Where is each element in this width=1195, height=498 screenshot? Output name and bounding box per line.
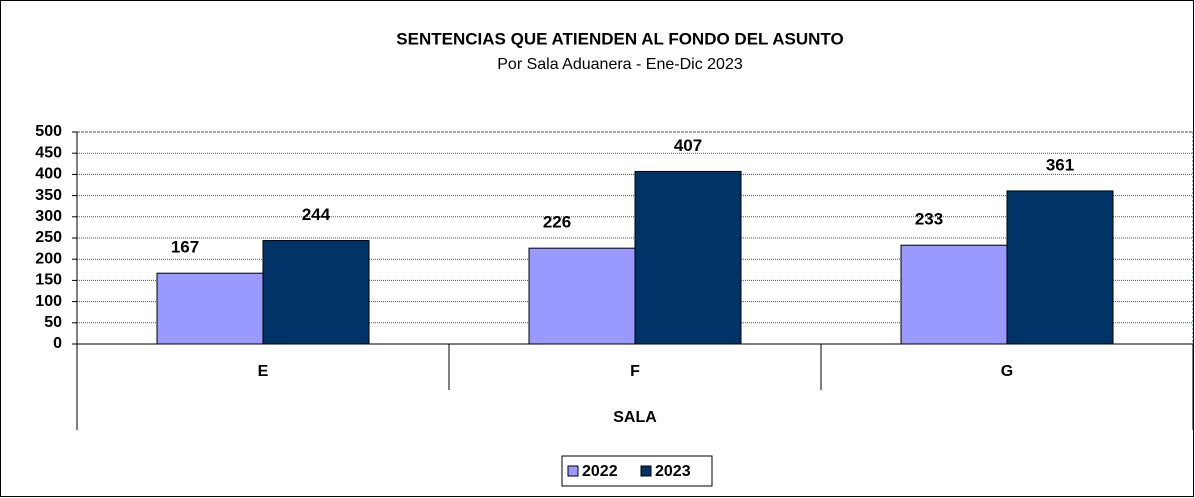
data-label: 167: [171, 238, 199, 257]
y-tick-label: 0: [53, 335, 62, 352]
x-tick-label: G: [1001, 363, 1013, 380]
bar: [528, 247, 636, 345]
y-tick-label: 150: [35, 272, 62, 289]
x-tick-label: F: [630, 363, 640, 380]
x-axis-label: SALA: [613, 409, 657, 426]
bar: [1006, 190, 1114, 345]
bar: [900, 244, 1008, 345]
x-tick-label: E: [258, 363, 269, 380]
bar: [262, 240, 370, 345]
y-tick-label: 400: [35, 166, 62, 183]
y-tick-label: 250: [35, 229, 62, 246]
chart-subtitle: Por Sala Aduanera - Ene-Dic 2023: [497, 56, 743, 73]
chart-title: SENTENCIAS QUE ATIENDEN AL FONDO DEL ASU…: [396, 29, 843, 48]
data-label: 233: [915, 210, 943, 229]
y-tick-label: 450: [35, 144, 62, 161]
legend-label: 2022: [582, 463, 618, 480]
data-label: 361: [1046, 155, 1074, 174]
legend-swatch: [640, 465, 652, 477]
legend-label: 2023: [655, 463, 691, 480]
y-tick-label: 500: [35, 123, 62, 140]
y-tick-label: 50: [44, 314, 62, 331]
data-label: 244: [302, 205, 331, 224]
data-label: 226: [543, 213, 571, 232]
y-tick-label: 300: [35, 208, 62, 225]
bar: [634, 170, 742, 345]
legend-box: [561, 455, 713, 487]
data-label: 407: [674, 136, 702, 155]
legend-swatch: [567, 465, 579, 477]
y-tick-label: 350: [35, 187, 62, 204]
y-tick-label: 200: [35, 250, 62, 267]
bar: [156, 272, 264, 345]
y-tick-label: 100: [35, 293, 62, 310]
